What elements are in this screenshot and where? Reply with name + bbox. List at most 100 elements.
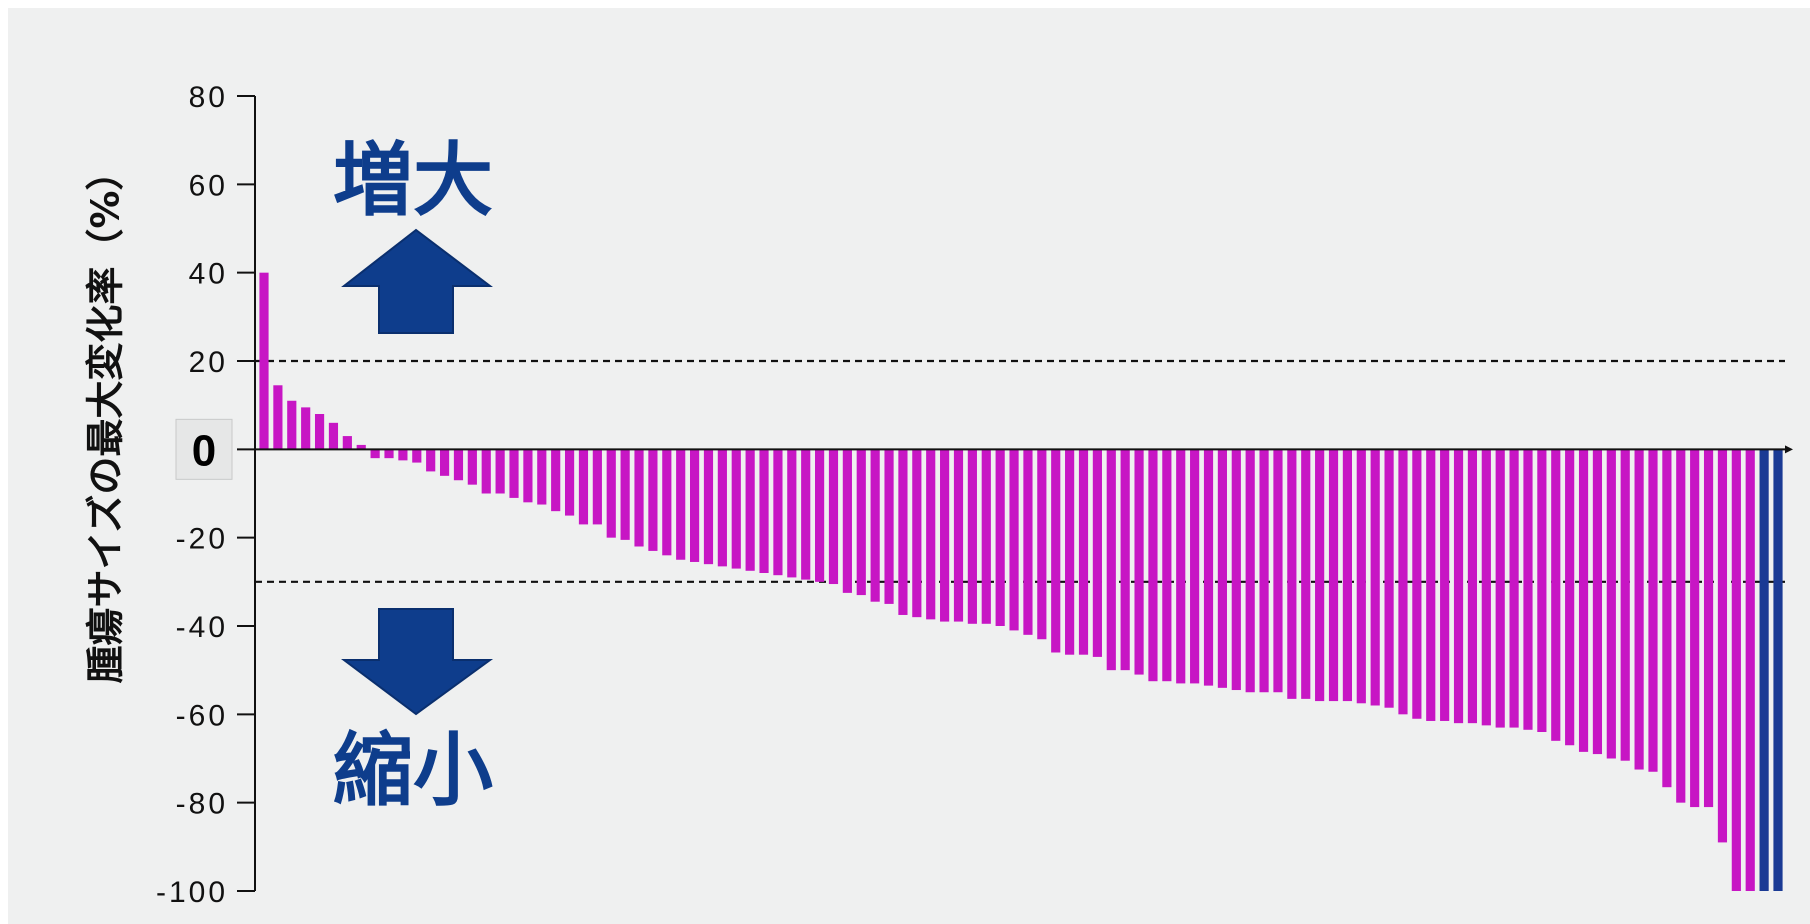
bar [523,449,533,503]
up-arrow-icon [341,228,493,334]
bar [648,449,658,551]
bar [301,407,311,450]
bar [1023,449,1033,635]
bar [1051,449,1061,653]
bar [1217,449,1227,688]
bar [745,449,755,571]
bar [1467,449,1478,724]
axes [254,96,1793,891]
bar [495,449,505,494]
bar [1773,449,1783,891]
bar [1662,449,1672,788]
y-tick-label: -60 [176,699,228,732]
bar [828,449,839,585]
bar [1301,449,1311,699]
bar [1273,449,1283,693]
bar [703,449,714,565]
bar [662,449,672,556]
bar [676,449,686,560]
bar [1565,449,1575,746]
bar [912,449,922,618]
bar [467,449,477,485]
bar [259,272,269,450]
bar [481,449,491,494]
bar [328,422,339,450]
bar [1745,449,1755,891]
down-arrow-icon [341,608,494,716]
bar [801,449,811,580]
bar [606,449,616,538]
bar [1495,449,1505,728]
bar [1523,449,1533,730]
bar [1315,449,1325,702]
bar [884,449,894,604]
y-ticks: 80 60 40 20 0 -20 -40 -60 -80 -100 [156,81,255,909]
bar [1231,449,1241,691]
baseline-arrowhead [1785,445,1793,454]
bar [1078,449,1089,655]
bar [1412,449,1422,719]
bar [898,449,908,615]
bar [1190,449,1200,684]
bar [1440,449,1450,721]
bar [453,449,464,481]
bar [1453,449,1464,724]
bar [1148,449,1158,682]
bar [370,449,380,459]
bar [967,449,977,624]
increase-label: 増大 [333,134,493,227]
y-tick-label: -100 [156,876,228,909]
decrease-label: 縮小 [333,724,493,817]
bar [870,449,880,602]
bar [439,449,450,476]
bar [926,449,936,620]
bar [1134,449,1144,675]
bar [1731,449,1741,891]
bar [842,449,852,593]
bar [592,449,602,525]
bar [690,449,700,562]
bar [578,449,589,525]
y-tick-label: -40 [176,611,228,644]
bar [1717,449,1728,843]
bar [384,449,394,459]
bar [273,385,283,450]
bar [398,449,408,461]
bar [1009,449,1019,631]
bar [1176,449,1186,684]
bar [1370,449,1380,706]
bar [1703,449,1714,808]
bar [981,449,991,624]
y-tick-label: -20 [176,523,228,556]
bar [620,449,630,540]
bar [1120,449,1130,671]
bar [1690,449,1700,808]
bar [856,449,866,596]
bar [773,449,783,576]
bar [342,436,352,450]
y-tick-label: 20 [189,346,228,379]
bar [1162,449,1172,682]
y-tick-label: 80 [189,81,228,114]
bar [1509,449,1519,728]
bar [940,449,950,622]
bar [1065,449,1075,655]
bar [314,414,325,450]
bar [412,449,422,463]
increase-annotation: 増大 [333,134,493,334]
bar [1328,449,1339,702]
bar [1578,449,1589,752]
bar [1342,449,1352,702]
bar [1384,449,1394,708]
decrease-annotation: 縮小 [333,608,494,817]
bar [1551,449,1561,741]
bar [1759,449,1769,891]
bar [509,449,519,498]
bar [1356,449,1366,704]
bar [995,449,1005,626]
bar [564,449,575,516]
bar [1648,449,1658,772]
bar [1106,449,1116,671]
